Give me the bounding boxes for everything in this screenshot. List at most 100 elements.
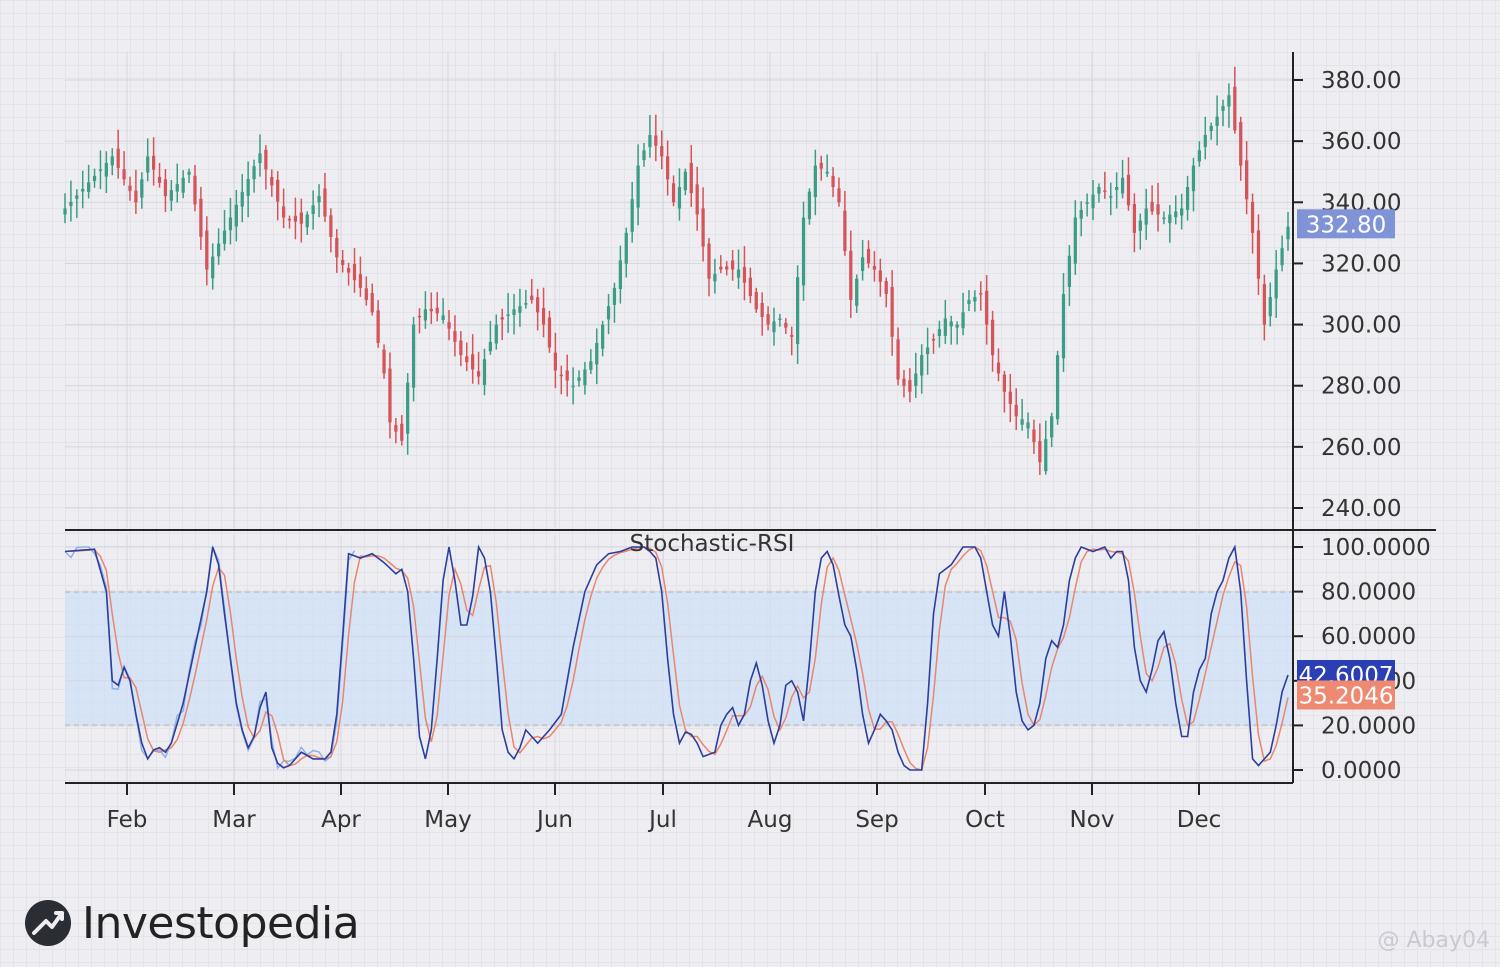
month-label: Feb (107, 807, 148, 833)
candle-body (636, 165, 640, 208)
candle-body (146, 156, 150, 173)
candle-body (801, 217, 806, 286)
month-label: Aug (748, 807, 793, 833)
candle-body (258, 153, 262, 164)
stoch-rsi-tick-label: 60.0000 (1321, 624, 1416, 650)
candle-body (1097, 187, 1101, 194)
candle-body (671, 183, 676, 203)
candle-body (536, 297, 540, 313)
candle-body (541, 308, 546, 325)
candle-body (630, 199, 634, 232)
candle-body (571, 385, 575, 388)
candle-body (742, 267, 747, 283)
candle-body (654, 135, 658, 146)
candle-body (1150, 201, 1154, 212)
candle-body (222, 230, 227, 244)
candle-body (1091, 194, 1095, 209)
candle-body (731, 260, 735, 270)
price-tick-label: 300.00 (1321, 313, 1401, 339)
last-price-badge-label: 332.80 (1306, 212, 1386, 238)
brand-name: Investopedia (82, 897, 360, 949)
candle-body (565, 370, 569, 381)
candle-body (736, 269, 741, 278)
candle-body (1144, 208, 1148, 225)
month-label: Jun (535, 807, 573, 833)
candle-body (943, 318, 947, 336)
candle-body (116, 148, 120, 168)
candle-body (595, 342, 599, 365)
candle-body (1280, 248, 1284, 266)
stoch-rsi-d-badge-label: 35.2046 (1298, 683, 1393, 709)
month-label: May (424, 807, 472, 833)
candle-body (110, 156, 114, 166)
candle-body (512, 309, 516, 315)
candle-body (973, 297, 977, 302)
candle-body (293, 215, 298, 222)
candle-body (878, 270, 882, 282)
candle-body (299, 212, 303, 224)
candle-body (884, 281, 888, 294)
candle-body (1185, 187, 1190, 210)
candle-body (163, 179, 168, 197)
price-tick-label: 320.00 (1321, 251, 1401, 277)
candle-body (205, 230, 209, 270)
candle-body (388, 368, 392, 423)
candle-body (683, 171, 687, 191)
candle-body (1002, 374, 1007, 392)
candle-body (1055, 355, 1060, 420)
candle-body (1174, 211, 1178, 218)
candle-body (1239, 122, 1243, 166)
candle-body (1227, 95, 1231, 107)
candle-body (1197, 150, 1202, 162)
candle-body (1286, 226, 1290, 240)
candle-body (169, 190, 173, 201)
candle-body (181, 177, 185, 193)
stoch-rsi-tick-label: 20.0000 (1321, 713, 1416, 739)
price-tick-label: 380.00 (1321, 68, 1401, 94)
candle-body (317, 196, 321, 203)
candle-body (695, 184, 699, 215)
candle-body (890, 287, 894, 337)
candle-body (955, 324, 959, 328)
candle-body (447, 322, 451, 329)
candle-body (1132, 204, 1137, 233)
candle-body (1250, 201, 1255, 233)
candle-body (1044, 439, 1048, 472)
candle-body (754, 291, 758, 310)
candle-body (1079, 209, 1083, 219)
candle-body (931, 339, 936, 341)
stock-chart: 380.00360.00340.00320.00300.00280.00260.… (63, 52, 1436, 833)
candle-body (376, 310, 380, 343)
candle-body (276, 179, 280, 202)
candle-body (228, 217, 233, 231)
candle-body (1245, 160, 1249, 200)
candle-body (287, 218, 292, 221)
candle-body (1067, 255, 1072, 287)
month-label: Nov (1070, 807, 1115, 833)
candle-body (346, 268, 351, 273)
candle-body (494, 324, 498, 344)
candle-body (949, 321, 953, 327)
candle-body (547, 317, 552, 348)
stoch-rsi-d-badge-box (1297, 680, 1395, 710)
candle-body (725, 266, 729, 270)
candle-body (553, 352, 558, 371)
investopedia-logo: Investopedia (24, 893, 360, 953)
candle-body (1168, 214, 1172, 224)
candle-body (979, 293, 983, 295)
candle-body (601, 324, 605, 349)
price-tick-label: 280.00 (1321, 374, 1401, 400)
last-price-badge-box (1297, 209, 1395, 239)
candle-body (961, 312, 965, 329)
candle-body (855, 278, 859, 306)
candle-body (246, 179, 250, 196)
candle-body (270, 176, 274, 186)
candle-body (790, 334, 794, 337)
candle-body (281, 206, 286, 218)
candle-body (748, 277, 752, 297)
price-tick-label: 260.00 (1321, 435, 1401, 461)
candle-body (618, 260, 622, 290)
candle-body (482, 359, 487, 385)
candle-body (831, 175, 835, 187)
